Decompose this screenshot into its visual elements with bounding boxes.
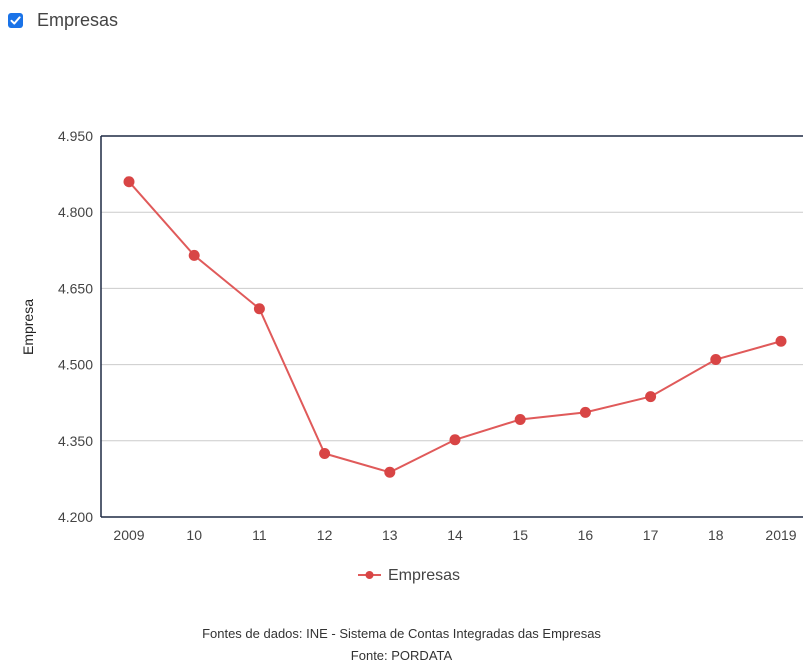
data-point — [123, 176, 135, 188]
x-tick-label: 12 — [317, 527, 333, 543]
y-tick-label: 4.800 — [58, 204, 93, 220]
data-point — [319, 448, 331, 459]
x-tick-label: 15 — [512, 527, 528, 543]
data-point — [514, 413, 526, 425]
y-tick-label: 4.650 — [58, 280, 93, 296]
data-point — [188, 249, 200, 261]
y-tick-label: 4.200 — [58, 509, 93, 525]
data-point — [253, 303, 265, 315]
data-point — [384, 466, 396, 478]
series-toggle-label: Empresas — [37, 10, 119, 30]
data-point — [579, 406, 591, 418]
series-line — [128, 181, 782, 474]
data-point — [710, 354, 722, 366]
series-toggle-empresas[interactable]: Empresas — [8, 10, 118, 31]
y-tick-label: 4.950 — [58, 128, 93, 144]
x-tick-label: 2009 — [113, 527, 144, 543]
x-tick-label: 11 — [252, 527, 267, 543]
data-point — [775, 335, 787, 347]
x-tick-label: 2019 — [765, 527, 796, 543]
legend-marker — [365, 571, 374, 579]
x-tick-label: 10 — [186, 527, 202, 543]
y-tick-label: 4.500 — [58, 357, 93, 373]
y-axis-title: Empresa — [20, 299, 36, 355]
y-tick-label: 4.350 — [58, 433, 93, 449]
checkbox-icon[interactable] — [8, 13, 23, 28]
line-chart: 4.200 4.350 4.500 4.650 4.800 4.950 2009 10 11 12… — [20, 128, 803, 584]
data-point — [449, 434, 461, 446]
data-sources-note: Fontes de dados: INE - Sistema de Contas… — [202, 626, 601, 641]
x-tick-label: 17 — [643, 527, 659, 543]
data-point — [645, 391, 657, 403]
checkmark-icon — [10, 16, 21, 25]
x-tick-label: 16 — [578, 527, 594, 543]
source-note: Fonte: PORDATA — [350, 648, 453, 663]
x-tick-label: 18 — [708, 527, 724, 543]
x-tick-label: 14 — [447, 527, 463, 543]
x-tick-label: 13 — [382, 527, 398, 543]
legend-label: Empresas — [388, 567, 460, 584]
